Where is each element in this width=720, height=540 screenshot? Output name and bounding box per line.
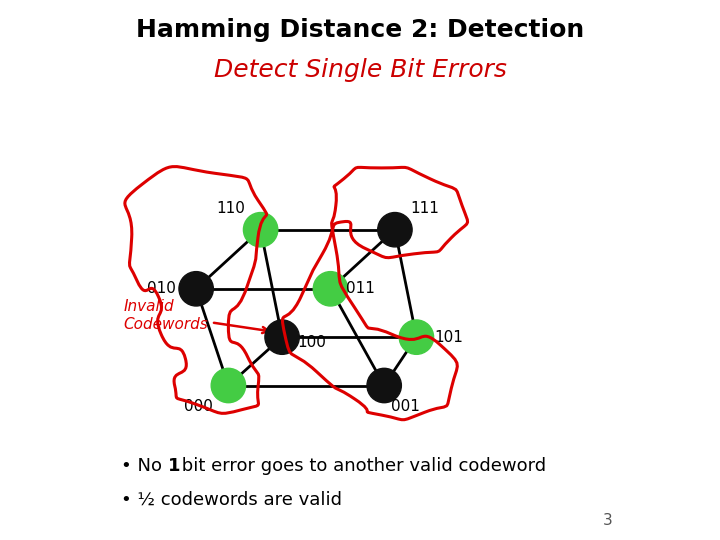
Circle shape (399, 320, 433, 354)
Text: Hamming Distance 2: Detection: Hamming Distance 2: Detection (136, 17, 584, 42)
Circle shape (378, 213, 412, 247)
Text: 111: 111 (410, 201, 439, 215)
Circle shape (243, 213, 278, 247)
Text: 1: 1 (168, 457, 180, 475)
Circle shape (367, 368, 401, 403)
Text: 000: 000 (184, 400, 213, 415)
Text: 001: 001 (391, 400, 420, 415)
Text: 3: 3 (603, 513, 613, 528)
Text: 101: 101 (434, 329, 463, 345)
Text: 010: 010 (147, 281, 176, 296)
Circle shape (179, 272, 213, 306)
Text: 100: 100 (297, 335, 326, 350)
Text: bit error goes to another valid codeword: bit error goes to another valid codeword (176, 457, 546, 475)
Text: • ½ codewords are valid: • ½ codewords are valid (121, 491, 342, 509)
Text: 011: 011 (346, 281, 374, 296)
Text: 110: 110 (217, 201, 246, 215)
Text: Detect Single Bit Errors: Detect Single Bit Errors (214, 58, 506, 82)
Circle shape (265, 320, 300, 354)
Text: • No: • No (121, 457, 168, 475)
Text: Invalid
Codewords: Invalid Codewords (124, 300, 269, 333)
Circle shape (313, 272, 348, 306)
Circle shape (211, 368, 246, 403)
